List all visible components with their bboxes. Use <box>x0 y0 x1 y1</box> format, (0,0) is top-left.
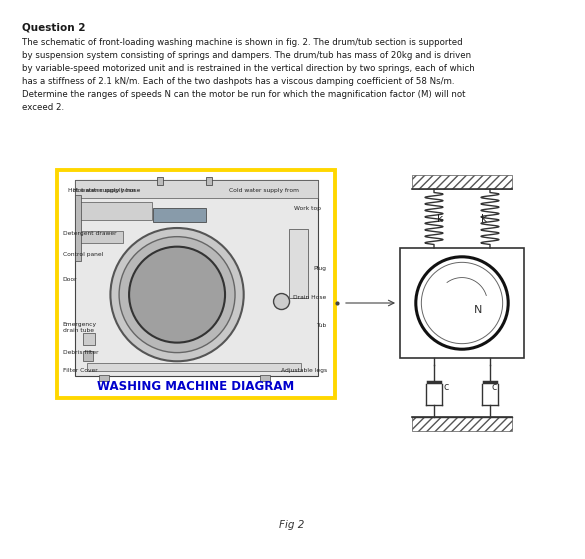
Bar <box>400 248 524 358</box>
Text: Tub: Tub <box>316 323 326 328</box>
Text: Determine the ranges of speeds N can the motor be run for which the magnificatio: Determine the ranges of speeds N can the… <box>22 90 466 99</box>
Text: Fig 2: Fig 2 <box>279 520 305 530</box>
Text: by suspension system consisting of springs and dampers. The drum/tub has mass of: by suspension system consisting of sprin… <box>22 51 471 60</box>
Text: Work top: Work top <box>294 206 321 211</box>
Circle shape <box>274 293 290 310</box>
Text: c: c <box>492 382 497 392</box>
Text: Debris filter: Debris filter <box>63 350 98 355</box>
Text: exceed 2.: exceed 2. <box>22 103 64 112</box>
Bar <box>153 208 207 222</box>
Bar <box>157 177 163 185</box>
Bar <box>75 195 81 261</box>
Bar <box>99 375 109 381</box>
Bar <box>412 417 512 431</box>
Text: Filter Cover: Filter Cover <box>63 368 97 373</box>
Text: Control panel: Control panel <box>63 252 103 257</box>
Text: Hot water supply hose: Hot water supply hose <box>73 188 140 193</box>
Bar <box>87 363 301 371</box>
Circle shape <box>421 262 503 344</box>
Circle shape <box>129 247 225 343</box>
Text: WASHING MACHINE DIAGRAM: WASHING MACHINE DIAGRAM <box>97 380 295 393</box>
Text: k: k <box>437 214 443 224</box>
Text: Door: Door <box>63 277 77 282</box>
Bar <box>206 177 212 185</box>
Text: Detergent drawer: Detergent drawer <box>63 231 116 236</box>
Circle shape <box>416 257 508 349</box>
Text: Adjustable legs: Adjustable legs <box>281 368 326 373</box>
Text: The schematic of front-loading washing machine is shown in fig. 2. The drum/tub : The schematic of front-loading washing m… <box>22 38 463 47</box>
Bar <box>83 351 93 361</box>
Bar <box>79 231 123 243</box>
Text: Plug: Plug <box>314 266 326 271</box>
Text: c: c <box>444 382 449 392</box>
Text: N: N <box>474 305 483 315</box>
Text: by variable-speed motorized unit and is restrained in the vertical direction by : by variable-speed motorized unit and is … <box>22 64 475 73</box>
Text: Emergency
drain tube: Emergency drain tube <box>63 322 97 333</box>
Bar <box>260 375 270 381</box>
Bar <box>75 180 318 376</box>
Bar <box>289 229 308 297</box>
Text: k: k <box>481 214 487 224</box>
Bar <box>79 202 152 220</box>
Bar <box>57 170 335 398</box>
Text: Cold water supply from: Cold water supply from <box>229 188 300 193</box>
Circle shape <box>111 228 244 361</box>
Bar <box>75 180 318 198</box>
Bar <box>412 175 512 189</box>
Text: has a stiffness of 2.1 kN/m. Each of the two dashpots has a viscous damping coef: has a stiffness of 2.1 kN/m. Each of the… <box>22 77 455 86</box>
Bar <box>83 333 95 345</box>
Text: Hot water supply hose -: Hot water supply hose - <box>68 188 139 193</box>
Text: Drain Hose: Drain Hose <box>294 295 326 300</box>
Circle shape <box>119 236 235 353</box>
Text: Question 2: Question 2 <box>22 22 85 32</box>
